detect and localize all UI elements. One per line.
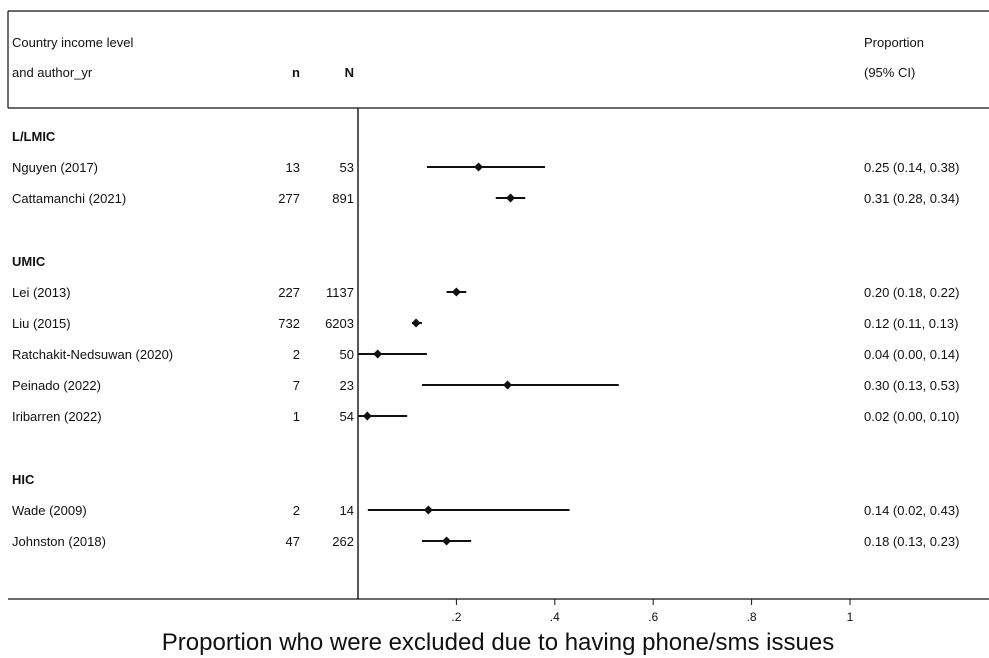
study-N: 50 [340, 347, 354, 362]
point-estimate-marker [451, 287, 461, 297]
header-proportion: Proportion [864, 35, 924, 50]
study-label: Johnston (2018) [12, 534, 106, 549]
point-estimate-marker [506, 193, 516, 203]
x-tick-label: .4 [550, 610, 560, 624]
study-n: 47 [286, 534, 300, 549]
study-N: 53 [340, 160, 354, 175]
x-axis-title: Proportion who were excluded due to havi… [162, 629, 834, 656]
x-tick-label: .2 [451, 610, 461, 624]
header-n: n [292, 65, 300, 80]
point-estimate-marker [423, 505, 433, 515]
study-n: 13 [286, 160, 300, 175]
point-estimate-marker [503, 380, 513, 390]
study-estimate-text: 0.02 (0.00, 0.10) [864, 409, 959, 424]
study-estimate-text: 0.18 (0.13, 0.23) [864, 534, 959, 549]
study-N: 23 [340, 378, 354, 393]
study-label: Lei (2013) [12, 285, 71, 300]
study-label: Nguyen (2017) [12, 160, 98, 175]
header-country-line1: Country income level [12, 35, 133, 50]
study-estimate-text: 0.25 (0.14, 0.38) [864, 160, 959, 175]
study-N: 1137 [326, 285, 354, 300]
study-N: 54 [340, 409, 354, 424]
study-N: 262 [332, 534, 354, 549]
study-estimate-text: 0.20 (0.18, 0.22) [864, 285, 959, 300]
study-label: Iribarren (2022) [12, 409, 102, 424]
header-ci: (95% CI) [864, 65, 915, 80]
study-n: 7 [293, 378, 300, 393]
study-estimate-text: 0.04 (0.00, 0.14) [864, 347, 959, 362]
point-estimate-marker [373, 349, 383, 359]
study-N: 6203 [325, 316, 354, 331]
group-label: L/LMIC [12, 129, 56, 144]
study-estimate-text: 0.30 (0.13, 0.53) [864, 378, 959, 393]
study-n: 1 [293, 409, 300, 424]
study-label: Peinado (2022) [12, 378, 101, 393]
study-label: Wade (2009) [12, 503, 87, 518]
study-n: 277 [278, 191, 300, 206]
study-n: 732 [278, 316, 300, 331]
x-tick-label: .8 [747, 610, 757, 624]
study-label: Liu (2015) [12, 316, 71, 331]
x-tick-label: .6 [648, 610, 658, 624]
study-estimate-text: 0.14 (0.02, 0.43) [864, 503, 959, 518]
forest-rows: L/LMIC Nguyen (2017) 13 53 0.25 (0.14, 0.38)… [12, 129, 959, 549]
study-n: 227 [278, 285, 300, 300]
group-label: UMIC [12, 254, 46, 269]
header-country-line2: and author_yr [12, 65, 93, 80]
study-estimate-text: 0.31 (0.28, 0.34) [864, 191, 959, 206]
point-estimate-marker [474, 162, 484, 172]
point-estimate-marker [442, 536, 452, 546]
point-estimate-marker [411, 318, 421, 328]
point-estimate-marker [362, 411, 372, 421]
header-N: N [345, 65, 354, 80]
study-n: 2 [293, 503, 300, 518]
study-label: Cattamanchi (2021) [12, 191, 126, 206]
group-label: HIC [12, 472, 35, 487]
study-N: 891 [332, 191, 354, 206]
study-N: 14 [340, 503, 354, 518]
x-tick-label: 1 [847, 610, 854, 624]
study-estimate-text: 0.12 (0.11, 0.13) [864, 316, 958, 331]
study-label: Ratchakit-Nedsuwan (2020) [12, 347, 173, 362]
study-n: 2 [293, 347, 300, 362]
